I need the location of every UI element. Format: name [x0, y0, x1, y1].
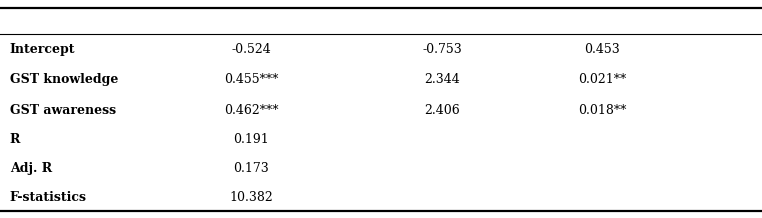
Text: 0.173: 0.173: [234, 162, 269, 175]
Text: F-statistics: F-statistics: [10, 191, 87, 204]
Text: 10.382: 10.382: [229, 191, 274, 204]
Text: 2.344: 2.344: [424, 73, 459, 86]
Text: Intercept: Intercept: [10, 43, 75, 56]
Text: 0.462***: 0.462***: [224, 104, 279, 117]
Text: Adj. R: Adj. R: [10, 162, 52, 175]
Text: GST knowledge: GST knowledge: [10, 73, 118, 86]
Text: 0.018**: 0.018**: [578, 104, 626, 117]
Text: 0.021**: 0.021**: [578, 73, 626, 86]
Text: 0.455***: 0.455***: [224, 73, 279, 86]
Text: 0.191: 0.191: [234, 133, 269, 146]
Text: GST awareness: GST awareness: [10, 104, 116, 117]
Text: R: R: [10, 133, 21, 146]
Text: 0.453: 0.453: [584, 43, 620, 56]
Text: 2.406: 2.406: [424, 104, 459, 117]
Text: -0.524: -0.524: [232, 43, 271, 56]
Text: -0.753: -0.753: [422, 43, 462, 56]
